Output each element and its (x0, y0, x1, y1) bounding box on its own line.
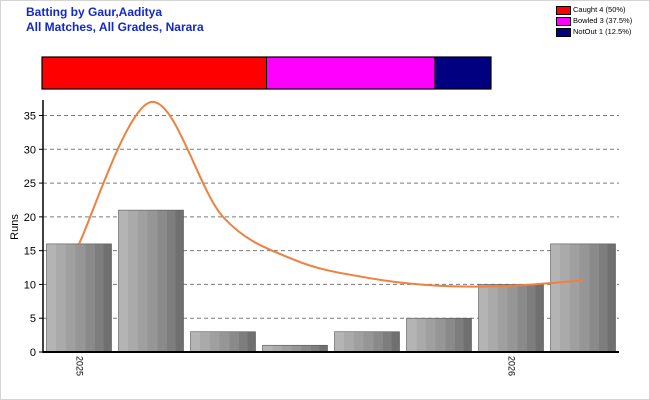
runs-bar (190, 331, 256, 353)
legend-swatch-bowled (556, 17, 571, 26)
y-axis-label: Runs (9, 214, 21, 240)
y-tick-label: 35 (24, 111, 36, 123)
x-tick-label: 2026 (507, 356, 517, 376)
legend-label-caught: Caught 4 (50%) (573, 5, 626, 14)
runs-bar (478, 284, 544, 353)
y-tick-label: 20 (24, 212, 36, 224)
y-tick-label: 25 (24, 178, 36, 190)
dismissal-segment-notout (434, 57, 491, 89)
runs-bar (406, 317, 472, 353)
chart-title-line1: Batting by Gaur,Aaditya (26, 5, 163, 19)
legend-swatch-notout (556, 28, 571, 37)
legend-swatch-caught (556, 6, 571, 15)
trend-line (78, 100, 584, 288)
x-tick-label: 2025 (75, 356, 85, 376)
y-tick-label: 30 (24, 144, 36, 156)
runs-bar (46, 243, 112, 353)
dismissal-bar-border (41, 56, 492, 90)
runs-bar (262, 344, 328, 353)
y-tick-label: 5 (30, 313, 36, 325)
runs-bar (118, 209, 184, 353)
runs-bar (550, 243, 616, 353)
dismissal-segment-bowled (266, 57, 435, 89)
chart-title-line2: All Matches, All Grades, Narara (26, 20, 204, 34)
runs-bar (334, 331, 400, 353)
y-tick-label: 10 (24, 279, 36, 291)
legend-label-bowled: Bowled 3 (37.5%) (573, 16, 633, 25)
dismissal-segment-caught (42, 57, 267, 89)
y-tick-label: 0 (30, 347, 36, 359)
legend-label-notout: NotOut 1 (12.5%) (573, 27, 632, 36)
y-tick-label: 15 (24, 246, 36, 258)
